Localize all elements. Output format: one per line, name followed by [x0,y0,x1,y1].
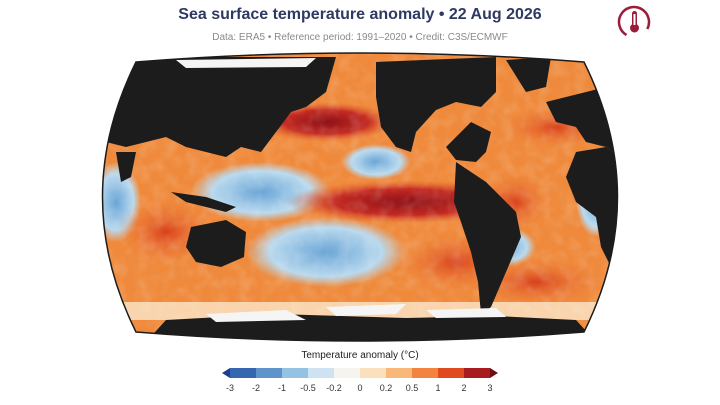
colorbar-segment [282,368,309,378]
world-map [101,52,619,342]
land-layer [102,57,618,341]
thermometer-globe-icon [617,5,651,39]
colorbar-segment [438,368,465,378]
colorbar-tick-label: -1 [277,383,287,393]
colorbar-segment [308,368,335,378]
colorbar-tick-label: -2 [251,383,261,393]
colorbar-tick-label: -0.2 [326,383,342,393]
page-subtitle: Data: ERA5 • Reference period: 1991–2020… [212,32,508,43]
map-outline [101,52,619,342]
colorbar-segment [386,368,413,378]
colorbar [222,368,498,378]
colorbar-tick-label: 0.2 [379,383,393,393]
colorbar-tick-label: -0.5 [300,383,316,393]
colorbar-segment [230,368,257,378]
page-title: Sea surface temperature anomaly • 22 Aug… [178,6,542,23]
colorbar-tick-label: 2 [461,383,467,393]
colorbar-segment [334,368,361,378]
colorbar-tick-label: 3 [487,383,493,393]
colorbar-tick-label: 0 [357,383,363,393]
colorbar-arrow-low [222,368,230,378]
colorbar-tick-label: -3 [225,383,235,393]
colorbar-ticks: -3 -2 -1 -0.5 -0.2 0 0.2 0.5 1 2 3 [0,383,720,397]
colorbar-segment [256,368,283,378]
colorbar-tick-label: 0.5 [405,383,419,393]
colorbar-segment [464,368,491,378]
legend-title: Temperature anomaly (°C) [301,350,419,361]
colorbar-segment [412,368,439,378]
colorbar-segment [360,368,387,378]
colorbar-arrow-high [490,368,498,378]
sea-ice-layer [176,58,506,322]
colorbar-tick-label: 1 [435,383,441,393]
